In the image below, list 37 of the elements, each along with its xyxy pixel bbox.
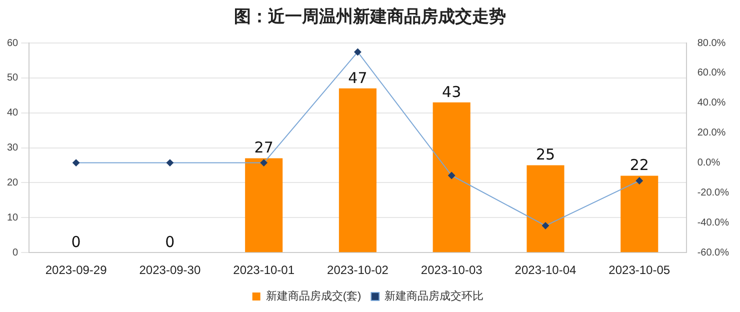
x-tick-label: 2023-09-30 — [139, 263, 201, 278]
y-tick-label: 20 — [7, 177, 19, 188]
y2-tick-label: 20.0% — [697, 128, 726, 139]
data-label: 47 — [348, 68, 368, 87]
bar — [245, 158, 283, 252]
x-tick-label: 2023-10-03 — [420, 263, 483, 278]
bar — [620, 176, 658, 252]
y-tick-label: 30 — [7, 142, 19, 154]
x-tick-label: 2023-09-29 — [45, 263, 108, 278]
x-tick-label: 2023-10-05 — [608, 263, 670, 278]
y2-tick-label: -40.0% — [697, 217, 730, 228]
bar — [526, 165, 564, 252]
x-tick-label: 2023-10-01 — [233, 263, 295, 278]
y2-tick-label: 40.0% — [697, 98, 726, 109]
y-tick-label: 0 — [12, 247, 19, 258]
chart-title: 图：近一周温州新建商品房成交走势 — [233, 6, 507, 29]
y2-tick-label: -60.0% — [697, 247, 730, 258]
y-tick-label: 50 — [7, 72, 19, 84]
y2-tick-label: -20.0% — [697, 187, 730, 198]
bar — [432, 102, 470, 252]
data-label: 43 — [442, 82, 462, 101]
y2-tick-label: 0.0% — [697, 158, 720, 169]
y-tick-label: 10 — [7, 212, 19, 224]
y-tick-label: 60 — [7, 38, 19, 49]
y2-tick-label: 60.0% — [697, 68, 726, 79]
x-tick-label: 2023-10-02 — [327, 263, 389, 278]
legend-label: 新建商品房成交环比 — [384, 290, 484, 303]
y2-tick-label: 80.0% — [697, 38, 726, 49]
legend-label: 新建商品房成交(套) — [266, 290, 362, 303]
data-label: 27 — [254, 138, 274, 157]
data-label: 0 — [165, 232, 175, 251]
data-label: 22 — [630, 156, 649, 174]
data-label: 25 — [536, 146, 556, 164]
y-tick-label: 40 — [7, 108, 19, 119]
bar — [338, 88, 376, 252]
x-tick-label: 2023-10-04 — [514, 263, 576, 278]
data-label: 0 — [71, 232, 81, 251]
